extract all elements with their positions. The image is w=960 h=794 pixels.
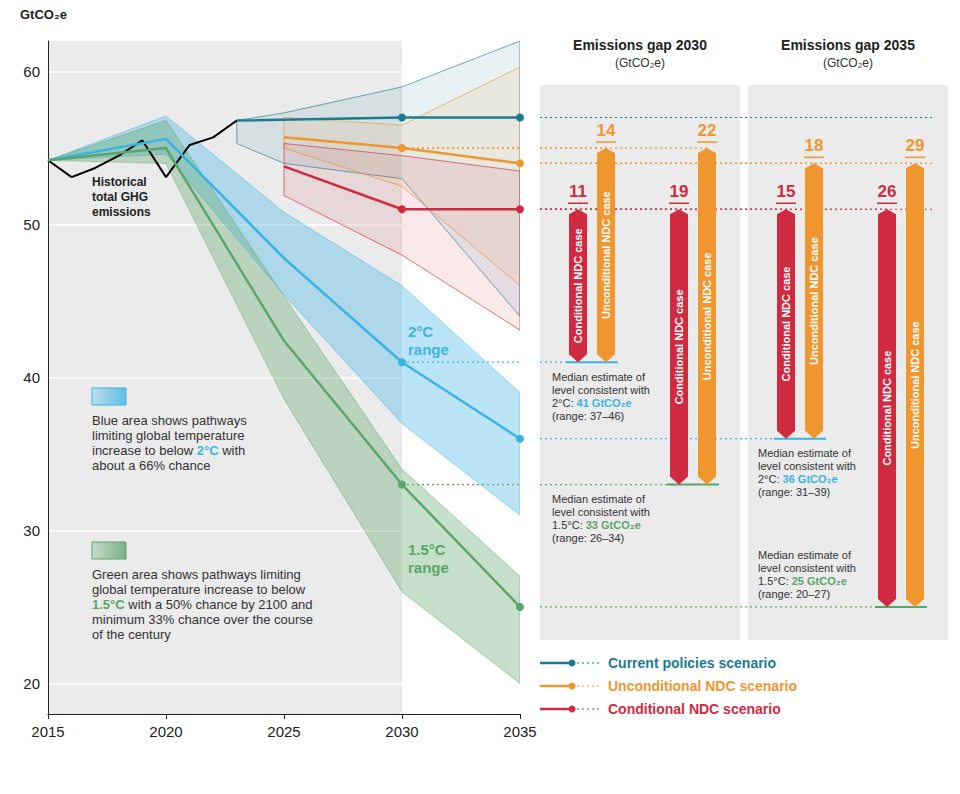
svg-text:range: range (408, 559, 449, 576)
svg-text:level consistent with: level consistent with (758, 460, 856, 472)
svg-text:Unconditional NDC scenario: Unconditional NDC scenario (608, 678, 797, 694)
svg-text:1.5°C: 1.5°C (92, 597, 125, 612)
svg-text:range: range (408, 341, 449, 358)
svg-text:11: 11 (569, 182, 587, 201)
svg-text:Emissions gap 2035: Emissions gap 2035 (781, 37, 915, 53)
svg-text:18: 18 (805, 136, 824, 155)
svg-text:Conditional NDC case: Conditional NDC case (572, 228, 584, 343)
svg-text:2°C: 2°C (408, 323, 433, 340)
svg-text:Median estimate of: Median estimate of (758, 549, 852, 561)
svg-text:2°C: 2°C (197, 443, 219, 458)
svg-text:Historical: Historical (92, 175, 147, 189)
svg-text:Blue area shows pathways: Blue area shows pathways (92, 413, 247, 428)
svg-text:of the century: of the century (92, 627, 171, 642)
svg-text:36 GtCO₂e: 36 GtCO₂e (783, 473, 838, 485)
svg-text:Median estimate of: Median estimate of (758, 447, 852, 459)
svg-text:level consistent with: level consistent with (552, 384, 650, 396)
svg-text:2030: 2030 (385, 723, 418, 740)
svg-text:(range: 37–46): (range: 37–46) (552, 410, 624, 422)
svg-text:Conditional NDC scenario: Conditional NDC scenario (608, 701, 781, 717)
svg-text:30: 30 (23, 522, 40, 539)
svg-text:level consistent with: level consistent with (552, 506, 650, 518)
svg-text:15: 15 (777, 182, 796, 201)
svg-text:25 GtCO₂e: 25 GtCO₂e (792, 575, 847, 587)
svg-text:(range: 20–27): (range: 20–27) (758, 588, 830, 600)
svg-text:22: 22 (698, 121, 717, 140)
svg-text:Emissions gap 2030: Emissions gap 2030 (573, 37, 707, 53)
svg-text:Conditional NDC case: Conditional NDC case (780, 267, 792, 382)
svg-text:Unconditional NDC case: Unconditional NDC case (600, 191, 612, 319)
svg-text:41 GtCO₂e: 41 GtCO₂e (577, 397, 632, 409)
svg-text:1.5°C:: 1.5°C: (758, 575, 792, 587)
svg-text:2°C:: 2°C: (552, 397, 577, 409)
svg-text:(range: 26–34): (range: 26–34) (552, 532, 624, 544)
svg-text:Current policies scenario: Current policies scenario (608, 655, 776, 671)
svg-text:2015: 2015 (31, 723, 64, 740)
svg-text:about a 66% chance: about a 66% chance (92, 458, 211, 473)
svg-text:19: 19 (670, 182, 689, 201)
svg-text:2035: 2035 (503, 723, 536, 740)
svg-text:2025: 2025 (267, 723, 300, 740)
svg-text:14: 14 (597, 121, 616, 140)
svg-text:emissions: emissions (92, 205, 151, 219)
svg-text:total GHG: total GHG (92, 190, 148, 204)
svg-text:GtCO₂e: GtCO₂e (20, 7, 67, 22)
svg-text:2°C:: 2°C: (758, 473, 783, 485)
svg-text:level consistent with: level consistent with (758, 562, 856, 574)
svg-text:Unconditional NDC case: Unconditional NDC case (701, 252, 713, 380)
svg-text:with a 50% chance by 2100 and: with a 50% chance by 2100 and (125, 597, 313, 612)
svg-text:limiting global temperature: limiting global temperature (92, 428, 244, 443)
svg-text:Green area shows pathways limi: Green area shows pathways limiting (92, 567, 301, 582)
svg-text:Conditional NDC case: Conditional NDC case (881, 351, 893, 466)
svg-text:20: 20 (23, 675, 40, 692)
svg-text:60: 60 (23, 63, 40, 80)
svg-text:40: 40 (23, 369, 40, 386)
svg-text:Unconditional NDC case: Unconditional NDC case (909, 321, 921, 449)
svg-text:Unconditional NDC case: Unconditional NDC case (808, 237, 820, 365)
svg-text:1.5°C:: 1.5°C: (552, 519, 586, 531)
svg-text:global temperature increase to: global temperature increase to below (92, 582, 306, 597)
svg-text:26: 26 (878, 182, 897, 201)
svg-text:1.5°C: 1.5°C (408, 541, 446, 558)
svg-text:2020: 2020 (149, 723, 182, 740)
svg-text:minimum 33% chance over the co: minimum 33% chance over the course (92, 612, 313, 627)
svg-text:29: 29 (906, 136, 925, 155)
svg-text:with: with (219, 443, 246, 458)
svg-text:50: 50 (23, 216, 40, 233)
svg-text:Conditional NDC case: Conditional NDC case (673, 289, 685, 404)
svg-text:(GtCO₂e): (GtCO₂e) (615, 56, 665, 70)
svg-text:(GtCO₂e): (GtCO₂e) (823, 56, 873, 70)
svg-text:(range: 31–39): (range: 31–39) (758, 486, 830, 498)
svg-text:Median estimate of: Median estimate of (552, 371, 646, 383)
svg-text:increase to below: increase to below (92, 443, 197, 458)
svg-text:33 GtCO₂e: 33 GtCO₂e (586, 519, 641, 531)
svg-text:Median estimate of: Median estimate of (552, 493, 646, 505)
